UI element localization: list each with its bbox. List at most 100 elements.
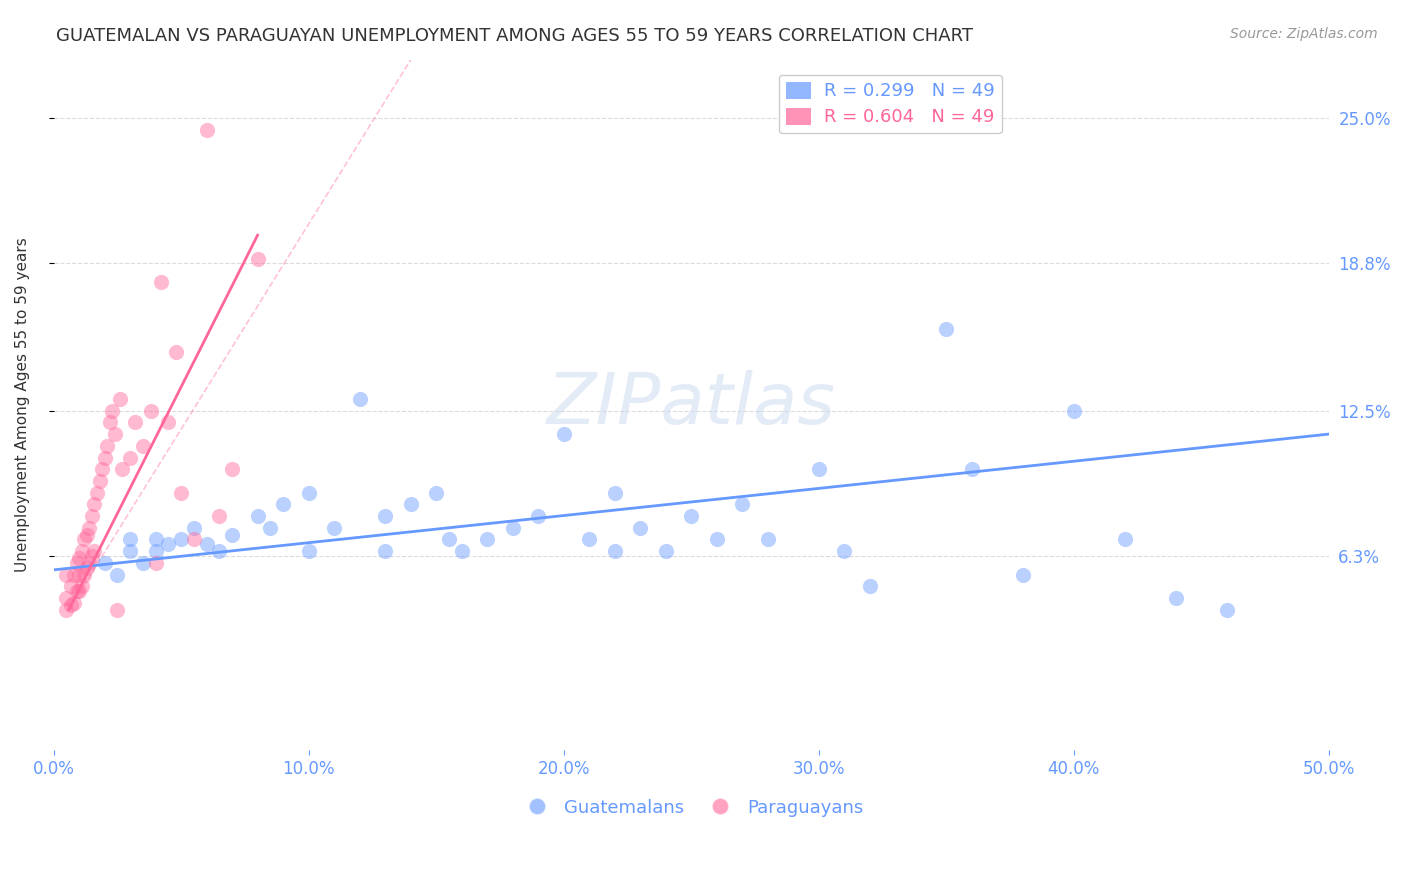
- Point: [399, 497, 422, 511]
- Point: [1164, 591, 1187, 605]
- Point: [502, 521, 524, 535]
- Point: [935, 322, 957, 336]
- Point: [603, 544, 626, 558]
- Point: [120, 450, 142, 465]
- Point: [70, 579, 93, 593]
- Point: [101, 403, 124, 417]
- Point: [65, 583, 87, 598]
- Point: [425, 485, 447, 500]
- Point: [67, 583, 90, 598]
- Legend: Guatemalans, Paraguayans: Guatemalans, Paraguayans: [512, 791, 870, 824]
- Point: [80, 549, 103, 563]
- Point: [145, 544, 167, 558]
- Point: [55, 567, 77, 582]
- Point: [1011, 567, 1033, 582]
- Point: [437, 533, 460, 547]
- Point: [349, 392, 371, 406]
- Point: [120, 544, 142, 558]
- Point: [731, 497, 754, 511]
- Point: [271, 497, 294, 511]
- Point: [83, 544, 105, 558]
- Point: [124, 416, 146, 430]
- Point: [170, 485, 193, 500]
- Point: [527, 509, 550, 524]
- Point: [298, 485, 321, 500]
- Point: [1215, 602, 1237, 616]
- Point: [105, 567, 128, 582]
- Point: [145, 556, 167, 570]
- Point: [859, 579, 882, 593]
- Point: [91, 462, 114, 476]
- Point: [149, 275, 172, 289]
- Point: [832, 544, 855, 558]
- Point: [195, 537, 218, 551]
- Point: [86, 485, 108, 500]
- Point: [120, 533, 142, 547]
- Y-axis label: Unemployment Among Ages 55 to 59 years: Unemployment Among Ages 55 to 59 years: [15, 237, 30, 573]
- Text: ZIPatlas: ZIPatlas: [547, 370, 835, 440]
- Point: [145, 533, 167, 547]
- Point: [578, 533, 600, 547]
- Point: [111, 462, 134, 476]
- Point: [681, 509, 703, 524]
- Point: [170, 533, 193, 547]
- Point: [80, 509, 103, 524]
- Point: [756, 533, 779, 547]
- Point: [132, 439, 155, 453]
- Point: [654, 544, 676, 558]
- Point: [139, 403, 162, 417]
- Point: [1063, 403, 1085, 417]
- Point: [323, 521, 346, 535]
- Point: [63, 596, 86, 610]
- Point: [96, 439, 118, 453]
- Point: [183, 521, 205, 535]
- Point: [450, 544, 472, 558]
- Point: [73, 533, 96, 547]
- Point: [183, 533, 205, 547]
- Point: [93, 450, 115, 465]
- Point: [60, 579, 83, 593]
- Point: [132, 556, 155, 570]
- Point: [105, 602, 128, 616]
- Point: [55, 602, 77, 616]
- Point: [475, 533, 498, 547]
- Point: [374, 544, 396, 558]
- Text: GUATEMALAN VS PARAGUAYAN UNEMPLOYMENT AMONG AGES 55 TO 59 YEARS CORRELATION CHAR: GUATEMALAN VS PARAGUAYAN UNEMPLOYMENT AM…: [56, 27, 973, 45]
- Point: [195, 123, 218, 137]
- Point: [60, 598, 83, 612]
- Text: Source: ZipAtlas.com: Source: ZipAtlas.com: [1230, 27, 1378, 41]
- Point: [298, 544, 321, 558]
- Point: [807, 462, 830, 476]
- Point: [208, 544, 231, 558]
- Point: [108, 392, 131, 406]
- Point: [73, 567, 96, 582]
- Point: [79, 556, 101, 570]
- Point: [603, 485, 626, 500]
- Point: [1114, 533, 1136, 547]
- Point: [246, 509, 269, 524]
- Point: [221, 527, 243, 541]
- Point: [259, 521, 281, 535]
- Point: [208, 509, 231, 524]
- Point: [960, 462, 983, 476]
- Point: [628, 521, 651, 535]
- Point: [67, 567, 90, 582]
- Point: [76, 560, 98, 574]
- Point: [157, 537, 180, 551]
- Point: [55, 591, 77, 605]
- Point: [157, 416, 180, 430]
- Point: [165, 345, 187, 359]
- Point: [65, 556, 87, 570]
- Point: [246, 252, 269, 266]
- Point: [374, 509, 396, 524]
- Point: [79, 521, 101, 535]
- Point: [221, 462, 243, 476]
- Point: [70, 544, 93, 558]
- Point: [104, 427, 127, 442]
- Point: [76, 527, 98, 541]
- Point: [553, 427, 575, 442]
- Point: [89, 474, 111, 488]
- Point: [93, 556, 115, 570]
- Point: [67, 551, 90, 566]
- Point: [706, 533, 728, 547]
